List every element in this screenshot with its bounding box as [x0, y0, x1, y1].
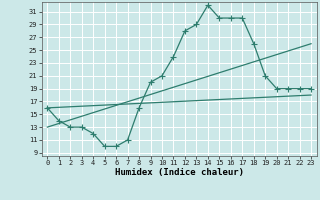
- X-axis label: Humidex (Indice chaleur): Humidex (Indice chaleur): [115, 168, 244, 177]
